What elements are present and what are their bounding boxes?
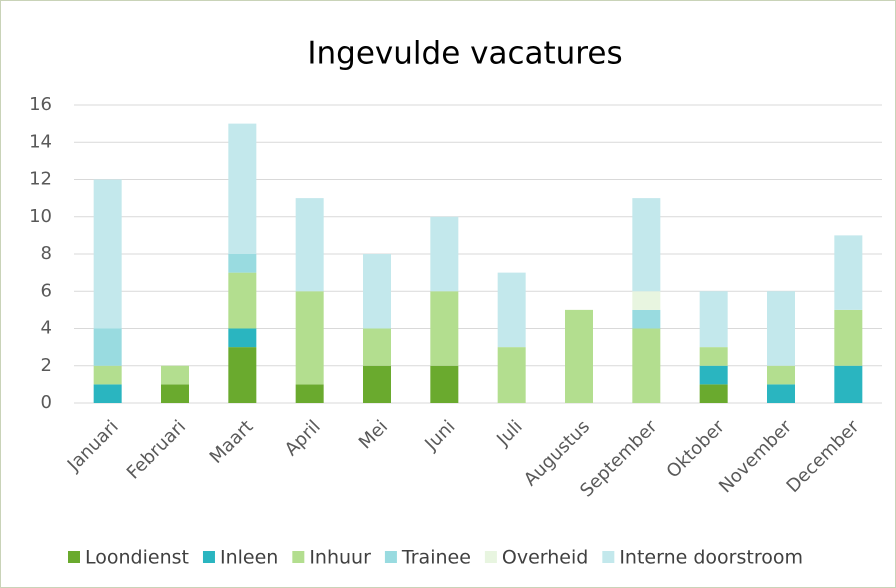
bar-segment bbox=[363, 328, 391, 366]
legend-label: Overheid bbox=[502, 547, 588, 569]
legend-swatch bbox=[292, 551, 305, 563]
bar-segment bbox=[430, 216, 459, 292]
y-tick-label: 14 bbox=[29, 131, 52, 152]
bar-segment bbox=[632, 291, 661, 310]
bar-segment bbox=[430, 291, 459, 366]
bar-segment bbox=[93, 384, 122, 403]
bar-segment bbox=[363, 254, 391, 329]
bar-segment bbox=[93, 365, 122, 385]
bar-segment bbox=[93, 328, 122, 366]
legend-label: Trainee bbox=[401, 547, 471, 569]
bar-segment bbox=[834, 309, 863, 366]
bar-segment bbox=[497, 272, 526, 348]
bar-segment bbox=[767, 365, 795, 385]
bar-segment bbox=[295, 384, 324, 403]
bar-segment bbox=[632, 198, 661, 292]
bar-segment bbox=[228, 272, 257, 329]
legend-label: Loondienst bbox=[85, 547, 189, 569]
legend-label: Inhuur bbox=[309, 547, 371, 569]
bar-segment bbox=[228, 254, 257, 273]
bar-segment bbox=[295, 198, 324, 292]
bar-segment bbox=[228, 328, 257, 348]
legend-swatch bbox=[202, 551, 215, 563]
bar-segment bbox=[161, 365, 189, 385]
legend-label: Interne doorstroom bbox=[619, 547, 803, 569]
y-tick-label: 16 bbox=[29, 94, 52, 115]
legend-swatch bbox=[602, 551, 615, 563]
legend-swatch bbox=[384, 551, 397, 563]
bar-segment bbox=[767, 291, 795, 366]
bar-segment bbox=[699, 347, 728, 366]
y-tick-label: 2 bbox=[41, 355, 52, 376]
bar-segment bbox=[497, 347, 526, 403]
y-tick-label: 10 bbox=[29, 206, 52, 227]
bar-segment bbox=[699, 365, 728, 385]
bar-segment bbox=[767, 384, 795, 403]
bar-segment bbox=[93, 179, 122, 329]
bar-segment bbox=[430, 365, 459, 403]
bar-segment bbox=[228, 123, 257, 254]
y-tick-label: 0 bbox=[41, 392, 52, 413]
bar-segment bbox=[699, 291, 728, 348]
legend-label: Inleen bbox=[220, 547, 278, 569]
bar-segment bbox=[834, 365, 863, 403]
bar-segment bbox=[834, 235, 863, 310]
bar-segment bbox=[295, 291, 324, 385]
bar-segment bbox=[632, 309, 661, 329]
y-tick-label: 6 bbox=[41, 280, 52, 301]
y-tick-label: 8 bbox=[41, 243, 52, 264]
y-tick-label: 12 bbox=[29, 169, 52, 190]
bar-segment bbox=[632, 328, 661, 403]
bar-segment bbox=[161, 384, 189, 403]
legend-swatch bbox=[68, 551, 80, 563]
y-tick-label: 4 bbox=[41, 318, 52, 339]
bar-segment bbox=[699, 384, 728, 403]
bar-segment bbox=[565, 309, 593, 403]
bar-segment bbox=[363, 365, 391, 403]
chart-title: Ingevulde vacatures bbox=[307, 36, 622, 72]
bar-segment bbox=[228, 347, 257, 403]
legend-swatch bbox=[484, 551, 497, 563]
